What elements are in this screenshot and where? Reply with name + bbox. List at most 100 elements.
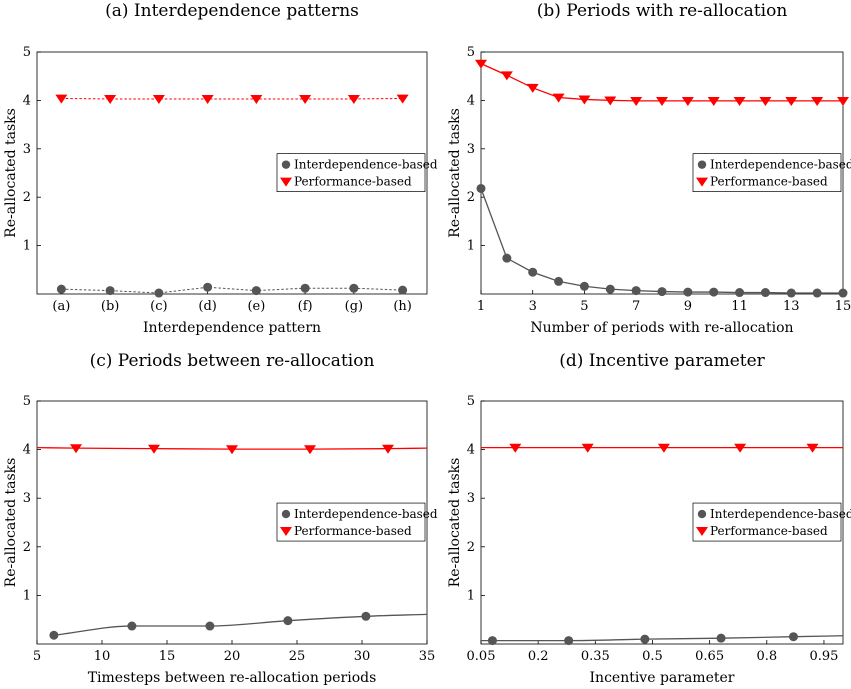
series-interdependence-based <box>56 282 408 298</box>
y-tick-label: 5 <box>23 45 31 60</box>
data-point <box>657 443 670 453</box>
x-tick-label: 3 <box>529 299 537 314</box>
chart-panel-4: (d) Incentive parameter 1 2 3 4 5 0.05 0.2 0.35 0… <box>447 351 851 686</box>
x-tick-label: 0.35 <box>581 649 610 664</box>
chart-title: (a) Interdependence patterns <box>105 1 359 21</box>
data-point <box>683 287 693 297</box>
data-point <box>201 95 214 105</box>
series-performance-based <box>55 94 409 105</box>
data-point <box>760 288 770 298</box>
x-tick-label: 10 <box>94 649 111 664</box>
legend-marker-circle <box>697 160 707 169</box>
x-axis-label: Interdependence pattern <box>143 320 321 336</box>
data-point <box>811 96 824 106</box>
y-tick-label: 2 <box>467 190 475 205</box>
data-point <box>552 93 565 103</box>
data-point <box>250 95 263 105</box>
data-point <box>630 96 643 106</box>
data-point <box>283 616 293 626</box>
data-point <box>806 443 819 453</box>
data-point <box>304 445 316 455</box>
legend-frame <box>692 153 842 192</box>
data-point <box>733 96 746 106</box>
data-point <box>361 611 371 621</box>
legend-frame <box>692 502 842 542</box>
legend-marker-triangle <box>280 527 292 537</box>
x-tick-label: 0.8 <box>756 649 777 664</box>
x-tick-label: 0.2 <box>528 649 549 664</box>
x-tick-label: (c) <box>150 299 167 314</box>
data-point <box>838 288 848 298</box>
plot-area-frame <box>36 51 428 295</box>
x-tick-label: 0.65 <box>695 649 724 664</box>
data-point <box>578 95 591 105</box>
x-tick-label: 7 <box>632 299 640 314</box>
y-tick-label: 5 <box>23 394 31 409</box>
legend-label: Interdependence-based <box>710 507 851 521</box>
x-tick-label: 5 <box>580 299 588 314</box>
y-axis-label: Re-allocated tasks <box>447 458 463 588</box>
legend-frame <box>276 153 426 192</box>
data-point <box>55 94 68 104</box>
series-interdependence-based <box>480 632 844 646</box>
chart-title: (b) Periods with re-allocation <box>537 1 788 21</box>
data-point <box>396 94 409 104</box>
chart-panel-3: (c) Periods between re-allocation 1 2 3 4 5 5 1… <box>3 351 438 686</box>
data-point <box>509 443 522 453</box>
y-axis-label: Re-allocated tasks <box>3 108 19 238</box>
data-point <box>709 287 719 297</box>
y-tick-label: 3 <box>467 142 475 157</box>
data-point <box>500 71 513 81</box>
y-tick-label: 4 <box>467 93 475 108</box>
y-tick-label: 4 <box>467 443 475 458</box>
x-tick-label: 9 <box>684 299 692 314</box>
legend: Interdependence-based Performance-based <box>276 502 438 542</box>
series-interdependence-based <box>49 611 428 640</box>
y-tick-label: 4 <box>23 93 31 108</box>
series-line <box>480 63 843 102</box>
data-point <box>487 636 497 646</box>
data-point <box>788 632 798 642</box>
data-point <box>475 59 487 69</box>
series-performance-based <box>36 444 428 455</box>
data-point <box>70 444 82 454</box>
y-tick-label: 1 <box>23 239 31 254</box>
x-tick-label: 20 <box>224 649 241 664</box>
data-point <box>299 95 312 105</box>
data-point <box>349 283 359 293</box>
chart-title: (c) Periods between re-allocation <box>90 351 375 371</box>
x-tick-label: 11 <box>731 299 748 314</box>
data-point <box>476 183 486 193</box>
y-tick-label: 5 <box>467 394 475 409</box>
y-tick-label: 3 <box>467 491 475 506</box>
x-tick-label: 30 <box>354 649 371 664</box>
data-point <box>734 443 747 453</box>
x-tick-label: 0.05 <box>467 649 496 664</box>
legend-frame <box>276 502 426 542</box>
data-point <box>382 444 394 454</box>
legend-label: Interdependence-based <box>294 507 438 521</box>
data-point <box>812 288 822 298</box>
y-tick-label: 3 <box>23 491 31 506</box>
data-point <box>707 96 720 106</box>
x-tick-label: 0.95 <box>809 649 838 664</box>
data-point <box>205 621 215 631</box>
x-tick-label: (e) <box>247 299 265 314</box>
series-performance-based <box>475 59 849 106</box>
y-tick-label: 2 <box>23 190 31 205</box>
legend-marker-triangle <box>696 527 708 537</box>
x-tick-label: (b) <box>101 299 119 314</box>
chart-panel-1: (a) Interdependence patterns 1 2 3 4 5 (a) (b) (… <box>3 1 438 336</box>
data-point <box>56 284 66 294</box>
data-point <box>347 95 360 105</box>
data-point <box>640 634 650 644</box>
x-tick-label: 15 <box>159 649 176 664</box>
data-point <box>49 630 59 640</box>
data-point <box>605 284 615 294</box>
x-tick-label: 25 <box>289 649 306 664</box>
legend-marker-triangle <box>696 177 708 187</box>
legend-marker-circle <box>281 160 291 169</box>
x-tick-label: (a) <box>52 299 70 314</box>
legend: Interdependence-based Performance-based <box>276 153 438 192</box>
